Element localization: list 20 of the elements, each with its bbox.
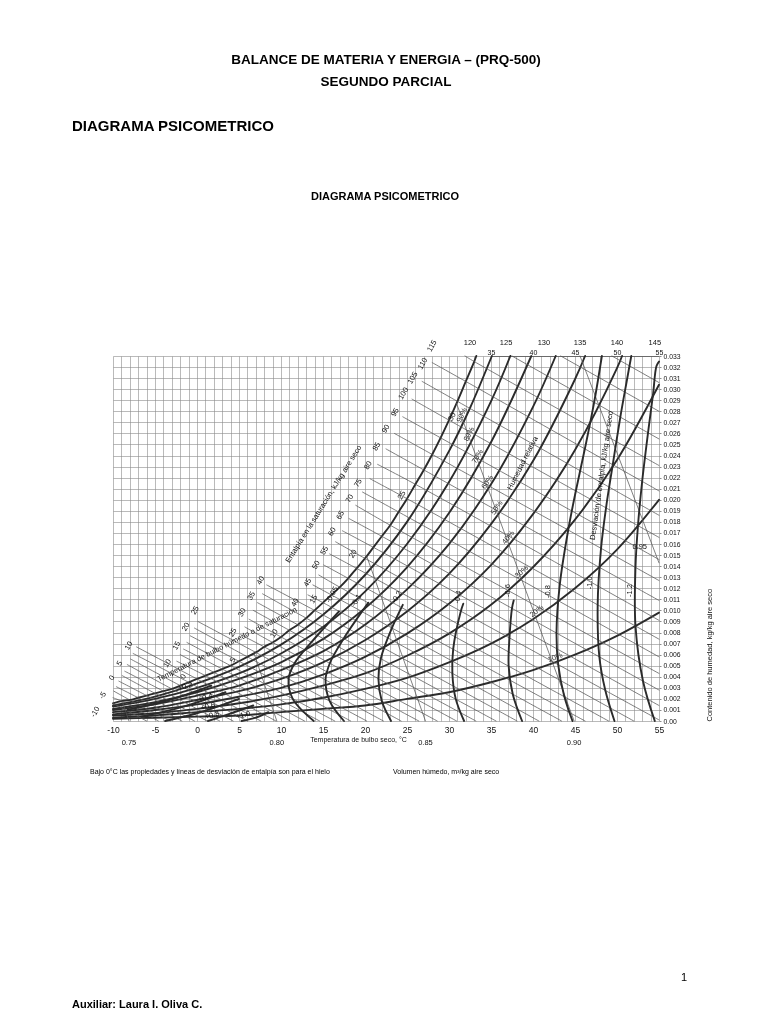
x-tick-label: 30 bbox=[444, 724, 455, 735]
x-tick-label: 50 bbox=[612, 724, 623, 735]
x-tick-label: 0 bbox=[195, 724, 201, 735]
text: DIAGRAMA PSICOMETRICO bbox=[310, 190, 460, 202]
text: 1 bbox=[680, 971, 687, 983]
chart-subtitle: SEGUNDO PARCIAL bbox=[320, 74, 452, 89]
x-tick-label: 25 bbox=[402, 724, 413, 735]
x-tick-label: 10 bbox=[276, 724, 287, 735]
x-tick-label: -10 bbox=[107, 724, 120, 735]
x-tick-label: 45 bbox=[570, 724, 581, 735]
x-tick-label: 20 bbox=[360, 724, 371, 735]
x-tick-label: 40 bbox=[528, 724, 539, 735]
text: Auxiliar: Laura I. Oliva C. bbox=[72, 998, 203, 1010]
x-tick-label: 55 bbox=[654, 724, 665, 735]
x-tick-label: 15 bbox=[318, 724, 329, 735]
text: DIAGRAMA PSICOMETRICO bbox=[72, 117, 275, 134]
x-tick-label: 5 bbox=[237, 724, 243, 735]
x-tick-label: 35 bbox=[486, 724, 497, 735]
x-tick-label: -5 bbox=[151, 724, 160, 735]
chart-title: BALANCE DE MATERIA Y ENERGIA – (PRQ-500) bbox=[231, 52, 541, 67]
